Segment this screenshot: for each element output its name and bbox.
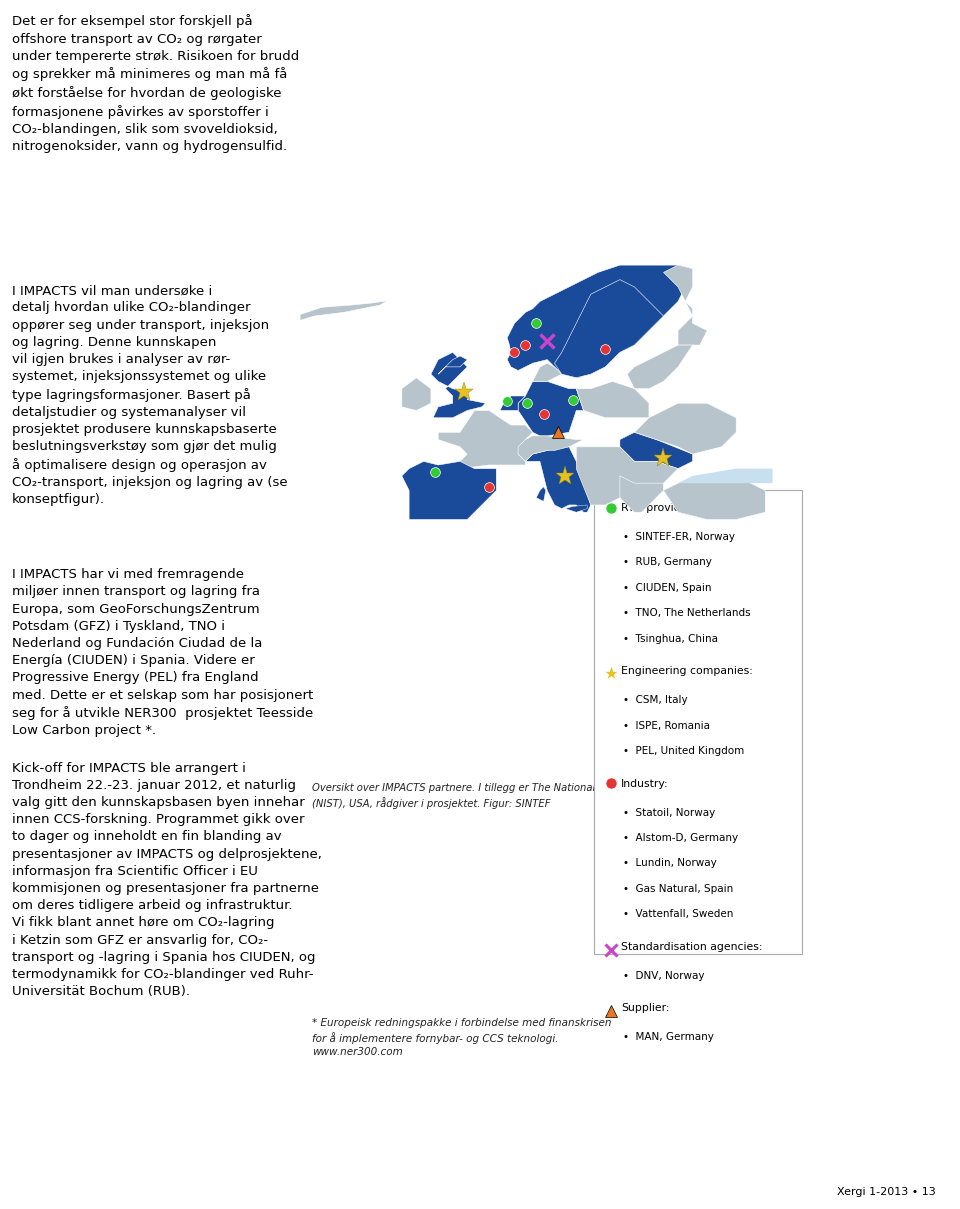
Polygon shape [402,377,431,411]
Polygon shape [635,404,736,455]
Polygon shape [300,301,387,320]
Polygon shape [620,476,663,513]
Polygon shape [431,352,486,418]
Text: RTD providers:: RTD providers: [621,503,701,513]
Polygon shape [518,381,584,436]
Polygon shape [565,505,588,513]
Polygon shape [537,487,545,502]
Text: •  Tsinghua, China: • Tsinghua, China [623,634,718,643]
Text: Industry:: Industry: [621,779,669,788]
Text: Det er for eksempel stor forskjell på
offshore transport av CO₂ og rørgater
unde: Det er for eksempel stor forskjell på of… [12,15,299,154]
Polygon shape [438,355,468,374]
Polygon shape [533,363,562,381]
Text: •  Gas Natural, Spain: • Gas Natural, Spain [623,884,733,893]
Polygon shape [663,265,708,345]
Text: •  Alstom-D, Germany: • Alstom-D, Germany [623,833,738,843]
Text: •  Statoil, Norway: • Statoil, Norway [623,808,715,817]
Text: •  DNV, Norway: • DNV, Norway [623,971,705,980]
Text: •  TNO, The Netherlands: • TNO, The Netherlands [623,608,751,618]
Polygon shape [678,469,773,484]
Polygon shape [620,433,692,469]
Text: •  CIUDEN, Spain: • CIUDEN, Spain [623,583,711,592]
Polygon shape [525,447,590,513]
Polygon shape [576,381,649,418]
Text: Supplier:: Supplier: [621,1003,670,1013]
Text: •  RUB, Germany: • RUB, Germany [623,557,712,567]
Polygon shape [518,436,584,462]
Polygon shape [627,345,692,388]
Polygon shape [663,476,765,520]
FancyBboxPatch shape [594,490,802,954]
Text: Oversikt over IMPACTS partnere. I tillegg er The National Institute of Standards: Oversikt over IMPACTS partnere. I tilleg… [312,783,788,809]
Text: •  ISPE, Romania: • ISPE, Romania [623,721,710,730]
Text: •  Vattenfall, Sweden: • Vattenfall, Sweden [623,909,733,919]
Text: •  SINTEF-ER, Norway: • SINTEF-ER, Norway [623,532,735,542]
Text: •  MAN, Germany: • MAN, Germany [623,1032,714,1042]
Text: Kick-off for IMPACTS ble arrangert i
Trondheim 22.-23. januar 2012, et naturlig
: Kick-off for IMPACTS ble arrangert i Tro… [12,762,322,999]
Polygon shape [438,411,533,469]
Text: * Europeisk redningspakke i forbindelse med finanskrisen
for å implementere forn: * Europeisk redningspakke i forbindelse … [312,1018,612,1057]
Text: •  Lundin, Norway: • Lundin, Norway [623,858,717,868]
Text: •  PEL, United Kingdom: • PEL, United Kingdom [623,746,744,756]
Polygon shape [507,265,692,377]
Polygon shape [555,279,663,377]
Text: I IMPACTS har vi med fremragende
miljøer innen transport og lagring fra
Europa, : I IMPACTS har vi med fremragende miljøer… [12,568,313,737]
Text: Standardisation agencies:: Standardisation agencies: [621,942,762,951]
Text: Xergi 1-2013 • 13: Xergi 1-2013 • 13 [837,1187,936,1197]
Polygon shape [500,397,525,411]
Polygon shape [576,447,678,505]
Text: I IMPACTS vil man undersøke i
detalj hvordan ulike CO₂-blandinger
oppører seg un: I IMPACTS vil man undersøke i detalj hvo… [12,284,287,507]
Text: •  CSM, Italy: • CSM, Italy [623,695,687,705]
Text: Engineering companies:: Engineering companies: [621,666,753,676]
Polygon shape [402,462,496,520]
